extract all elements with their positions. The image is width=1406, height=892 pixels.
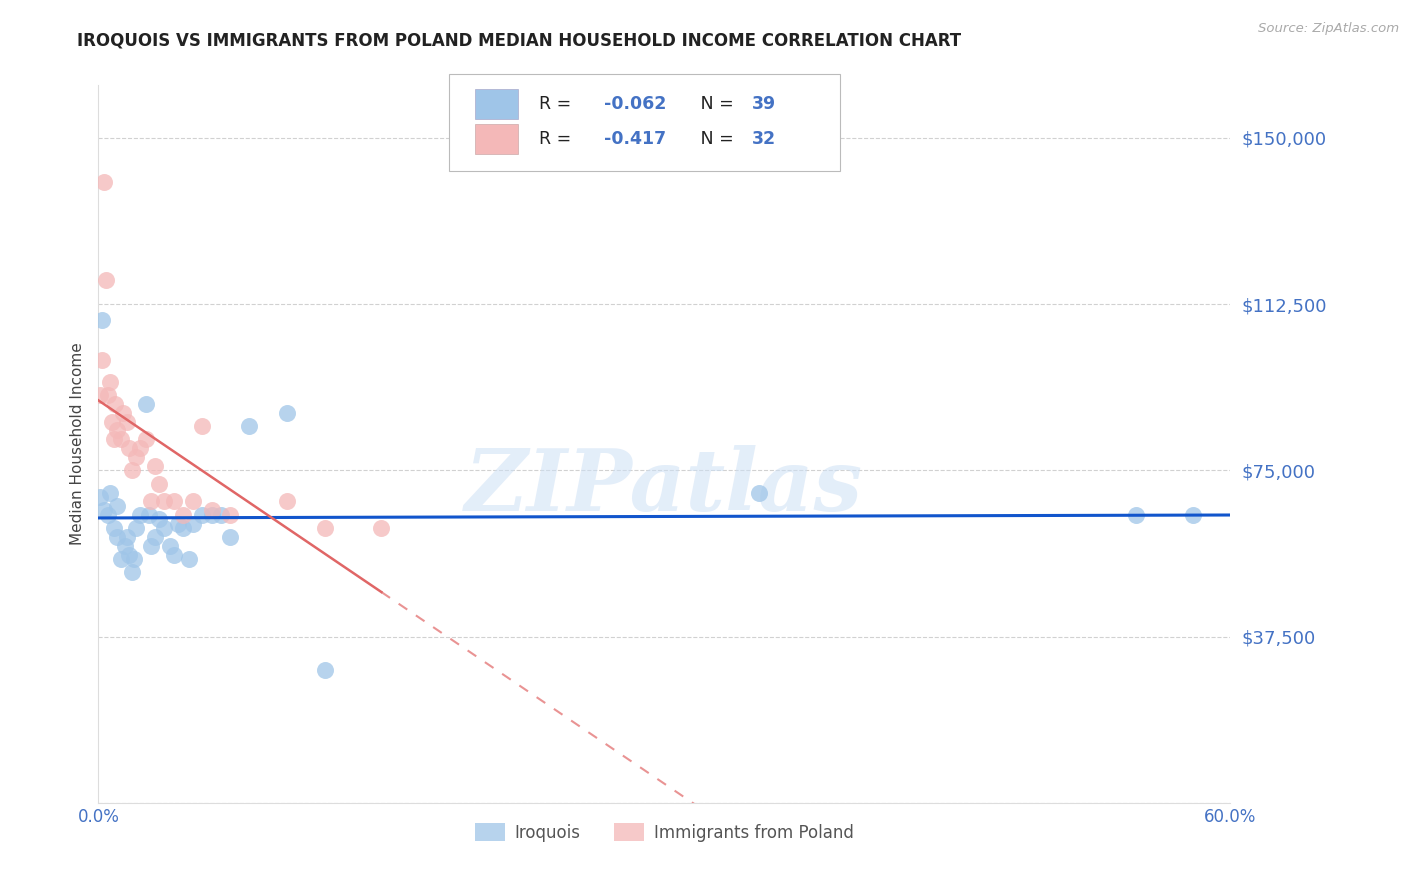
Point bbox=[105, 499, 128, 513]
Text: 39: 39 bbox=[751, 95, 776, 113]
Point bbox=[143, 458, 166, 473]
Point bbox=[314, 521, 336, 535]
Text: N =: N = bbox=[683, 95, 738, 113]
Text: IROQUOIS VS IMMIGRANTS FROM POLAND MEDIAN HOUSEHOLD INCOME CORRELATION CHART: IROQUOIS VS IMMIGRANTS FROM POLAND MEDIA… bbox=[77, 31, 962, 49]
Point bbox=[125, 521, 148, 535]
Point bbox=[148, 476, 170, 491]
Point bbox=[219, 530, 242, 544]
Text: -0.417: -0.417 bbox=[605, 130, 666, 148]
Point bbox=[115, 530, 138, 544]
Point bbox=[94, 273, 117, 287]
Text: R =: R = bbox=[538, 130, 576, 148]
Point bbox=[172, 521, 194, 535]
Point bbox=[141, 494, 163, 508]
Point bbox=[121, 463, 143, 477]
Point bbox=[97, 388, 120, 402]
Point bbox=[370, 521, 392, 535]
Point bbox=[163, 494, 186, 508]
Text: -0.062: -0.062 bbox=[605, 95, 666, 113]
Point bbox=[748, 485, 770, 500]
FancyBboxPatch shape bbox=[475, 124, 519, 154]
Text: 32: 32 bbox=[751, 130, 776, 148]
Point bbox=[238, 419, 260, 434]
FancyBboxPatch shape bbox=[475, 89, 519, 120]
Point bbox=[111, 406, 134, 420]
Y-axis label: Median Household Income: Median Household Income bbox=[69, 343, 84, 545]
Point bbox=[177, 552, 200, 566]
Point bbox=[98, 375, 121, 389]
Text: R =: R = bbox=[538, 95, 576, 113]
Point bbox=[181, 494, 204, 508]
Point bbox=[115, 415, 138, 429]
Text: Source: ZipAtlas.com: Source: ZipAtlas.com bbox=[1258, 22, 1399, 36]
Point bbox=[314, 663, 336, 677]
Point bbox=[100, 415, 122, 429]
Point bbox=[201, 508, 224, 522]
Point bbox=[191, 419, 214, 434]
Point bbox=[105, 530, 128, 544]
Point bbox=[163, 548, 186, 562]
Point bbox=[209, 508, 232, 522]
Point bbox=[125, 450, 148, 464]
Point bbox=[172, 508, 194, 522]
Point bbox=[143, 530, 166, 544]
Point bbox=[117, 441, 139, 455]
Point bbox=[276, 494, 298, 508]
Point bbox=[276, 406, 298, 420]
Point bbox=[121, 566, 143, 580]
Point bbox=[105, 424, 128, 438]
Point bbox=[89, 490, 111, 504]
Point bbox=[129, 441, 152, 455]
FancyBboxPatch shape bbox=[450, 74, 839, 171]
Point bbox=[103, 433, 125, 447]
Point bbox=[166, 516, 188, 531]
Point bbox=[104, 397, 127, 411]
Point bbox=[1181, 508, 1204, 522]
Point bbox=[153, 521, 176, 535]
Point bbox=[97, 508, 120, 522]
Point bbox=[138, 508, 160, 522]
Text: N =: N = bbox=[683, 130, 738, 148]
Point bbox=[122, 552, 145, 566]
Point bbox=[135, 397, 157, 411]
Point bbox=[114, 539, 136, 553]
Point bbox=[93, 503, 115, 517]
Text: ZIPatlas: ZIPatlas bbox=[465, 445, 863, 529]
Point bbox=[103, 521, 125, 535]
Point bbox=[110, 552, 132, 566]
Point bbox=[91, 312, 114, 326]
Point bbox=[219, 508, 242, 522]
Point bbox=[93, 175, 115, 189]
Point bbox=[148, 512, 170, 526]
Point bbox=[181, 516, 204, 531]
Point bbox=[159, 539, 181, 553]
Point bbox=[117, 548, 139, 562]
Point bbox=[110, 433, 132, 447]
Legend: Iroquois, Immigrants from Poland: Iroquois, Immigrants from Poland bbox=[468, 817, 860, 848]
Point bbox=[135, 433, 157, 447]
Point bbox=[129, 508, 152, 522]
Point bbox=[191, 508, 214, 522]
Point bbox=[153, 494, 176, 508]
Point bbox=[91, 352, 114, 367]
Point bbox=[98, 485, 121, 500]
Point bbox=[201, 503, 224, 517]
Point bbox=[1125, 508, 1147, 522]
Point bbox=[141, 539, 163, 553]
Point bbox=[89, 388, 111, 402]
